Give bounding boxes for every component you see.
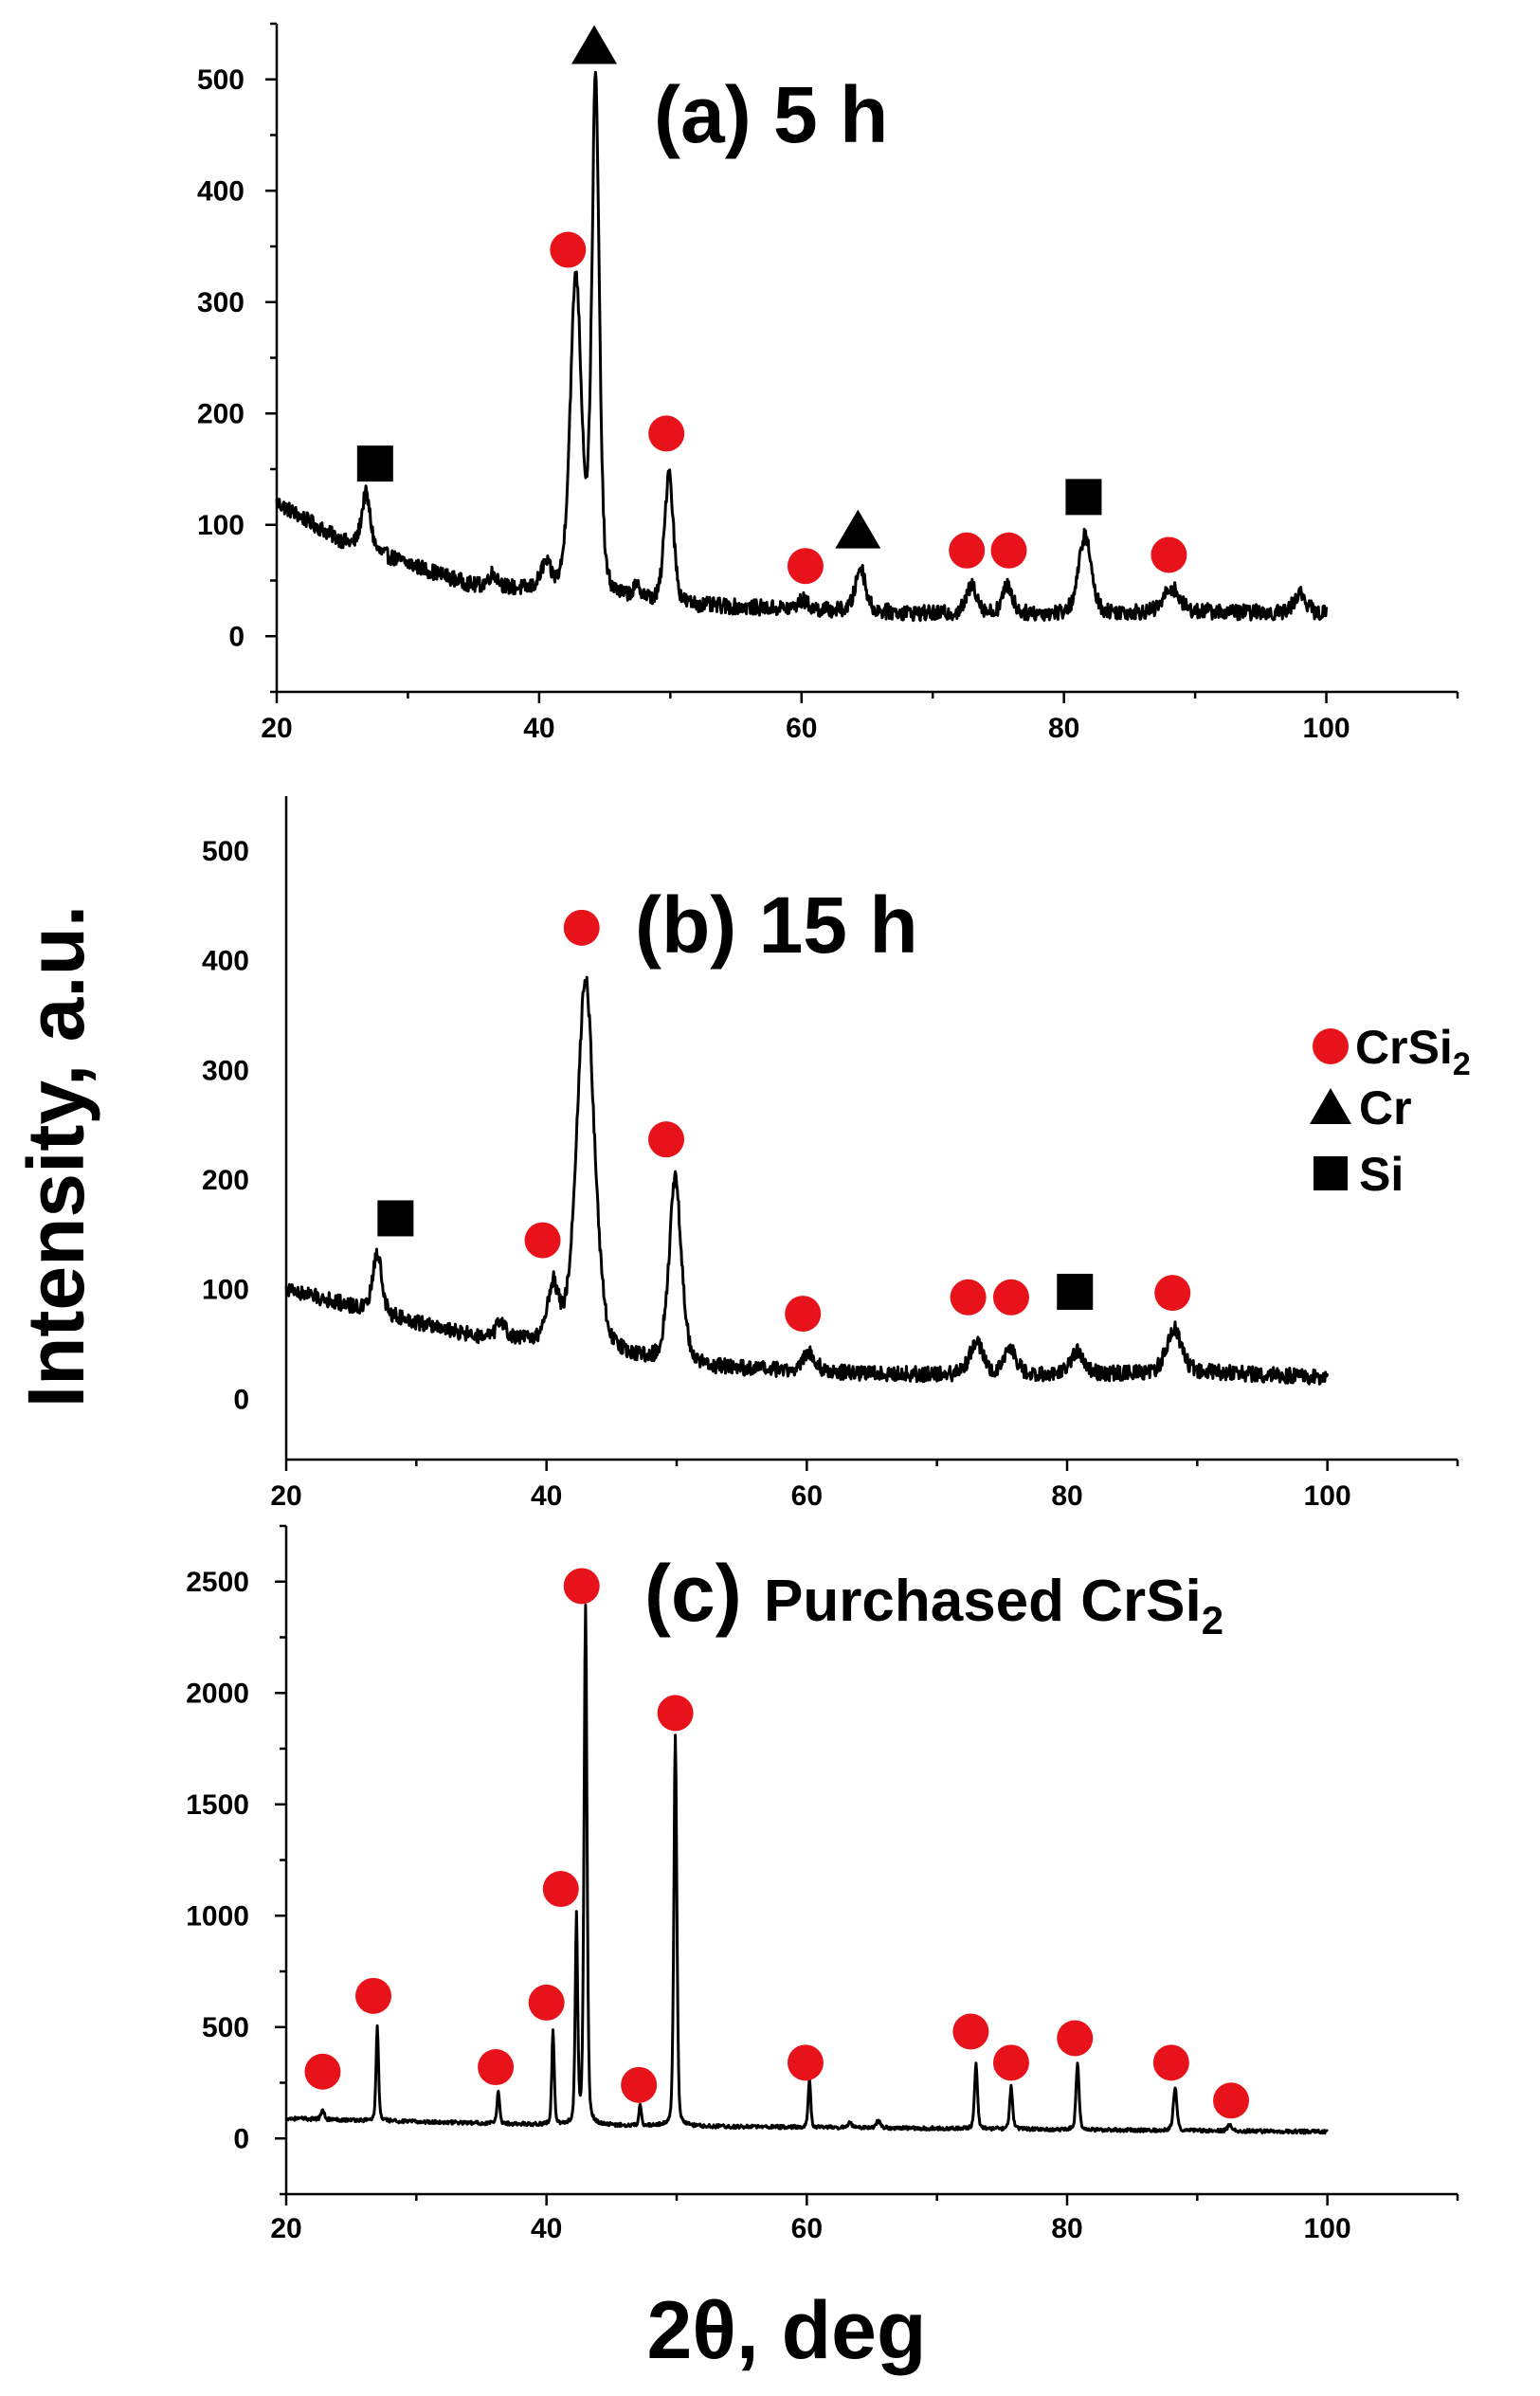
crsi2-peak-marker (528, 1984, 565, 2021)
x-tick-label: 20 (261, 713, 292, 744)
legend-circle-marker (1313, 1028, 1349, 1064)
crsi2-peak-marker (990, 532, 1027, 569)
crsi2-peak-marker (787, 548, 824, 585)
crsi2-peak-marker (304, 2053, 341, 2090)
crsi2-peak-marker (1152, 2044, 1189, 2081)
y-tick-label: 2000 (186, 1678, 249, 1709)
legend-triangle-marker (1310, 1088, 1351, 1124)
crsi2-peak-marker (648, 1121, 685, 1158)
crsi2-peak-marker (355, 1977, 392, 2014)
crsi2-peak-marker (550, 231, 587, 268)
x-tick-label: 60 (786, 713, 817, 744)
x-tick-label: 60 (791, 1480, 823, 1512)
crsi2-peak-marker (621, 2066, 658, 2103)
crsi2-peak-marker (950, 1279, 987, 1316)
crsi2-peak-marker (1154, 1275, 1191, 1312)
y-tick-label: 100 (202, 1275, 249, 1306)
y-tick-label: 500 (197, 64, 245, 96)
y-tick-label: 2500 (186, 1567, 249, 1598)
si-peak-marker (377, 1200, 414, 1237)
panel-a: 20 40 60 80 100 0 100 200 300 400 500 (a) 5 h (197, 22, 1459, 744)
crsi2-peak-marker (478, 2049, 515, 2086)
y-tick-label: 400 (197, 175, 245, 207)
x-tick-label: 20 (270, 1480, 301, 1512)
y-tick-label: 500 (202, 2012, 249, 2043)
x-tick-label: 100 (1303, 713, 1350, 744)
legend-item-crsi2: CrSi2 (1313, 1021, 1471, 1082)
x-tick-label: 80 (1051, 1480, 1082, 1512)
cr-peak-marker (835, 509, 881, 549)
legend: CrSi2 Cr Si (1310, 1021, 1471, 1201)
panel-title: (a) 5 h (654, 70, 888, 159)
panel-title: (c) Purchased CrSi2 (644, 1549, 1223, 1643)
x-tick-label: 80 (1051, 2213, 1082, 2244)
y-tick-label: 0 (228, 621, 245, 652)
panel-b: 20 40 60 80 100 0 100 200 300 400 500 (b) 15 h (202, 796, 1459, 1512)
y-tick-label: 0 (233, 2123, 249, 2154)
x-tick-label: 80 (1048, 713, 1079, 744)
y-tick-label: 300 (202, 1055, 249, 1086)
x-tick-label: 40 (531, 1480, 562, 1512)
si-peak-marker (1065, 479, 1102, 516)
crsi2-peak-marker (785, 1296, 822, 1333)
x-tick-label: 40 (523, 713, 554, 744)
si-peak-marker (1057, 1273, 1094, 1310)
legend-label-cr: Cr (1359, 1081, 1412, 1134)
y-tick-label: 1000 (186, 1900, 249, 1932)
crsi2-peak-marker (563, 1568, 600, 1605)
diffraction-series-line (275, 70, 1329, 623)
crsi2-peak-marker (992, 2044, 1029, 2081)
legend-square-marker (1314, 1156, 1348, 1190)
crsi2-peak-marker (657, 1695, 694, 1732)
legend-label-si: Si (1359, 1148, 1404, 1201)
crsi2-peak-marker (648, 415, 685, 452)
y-tick-label: 400 (202, 946, 249, 977)
cr-peak-marker (571, 25, 618, 64)
crsi2-peak-marker (952, 2013, 989, 2050)
crsi2-peak-marker (524, 1222, 561, 1259)
y-axis-label: Intensity, a.u. (11, 905, 100, 1408)
x-tick-label: 40 (531, 2213, 562, 2244)
crsi2-peak-marker (1150, 536, 1187, 573)
y-tick-label: 1500 (186, 1789, 249, 1821)
crsi2-peak-marker (949, 532, 986, 569)
crsi2-peak-marker (542, 1871, 579, 1908)
x-tick-label: 20 (270, 2213, 301, 2244)
crsi2-peak-marker (787, 2044, 824, 2081)
legend-item-cr: Cr (1310, 1081, 1412, 1134)
si-peak-marker (356, 445, 393, 482)
crsi2-peak-marker (992, 1279, 1029, 1316)
y-tick-label: 0 (233, 1384, 249, 1415)
x-tick-label: 60 (791, 2213, 823, 2244)
diffraction-series-line (284, 975, 1330, 1386)
x-axis-label: 2θ, deg (647, 2285, 927, 2376)
x-tick-label: 100 (1304, 1480, 1351, 1512)
diffraction-series-line (284, 1604, 1329, 2135)
panel-title: (b) 15 h (635, 880, 918, 970)
legend-label-crsi2: CrSi2 (1355, 1021, 1471, 1082)
x-tick-label: 100 (1304, 2213, 1351, 2244)
y-tick-label: 200 (197, 398, 245, 429)
y-tick-label: 200 (202, 1165, 249, 1196)
y-tick-label: 500 (202, 836, 249, 867)
y-tick-label: 100 (197, 510, 245, 541)
legend-item-si: Si (1314, 1148, 1404, 1201)
crsi2-peak-marker (1057, 2020, 1094, 2057)
y-tick-label: 300 (197, 287, 245, 318)
crsi2-peak-marker (563, 909, 600, 946)
crsi2-peak-marker (1213, 2082, 1250, 2119)
